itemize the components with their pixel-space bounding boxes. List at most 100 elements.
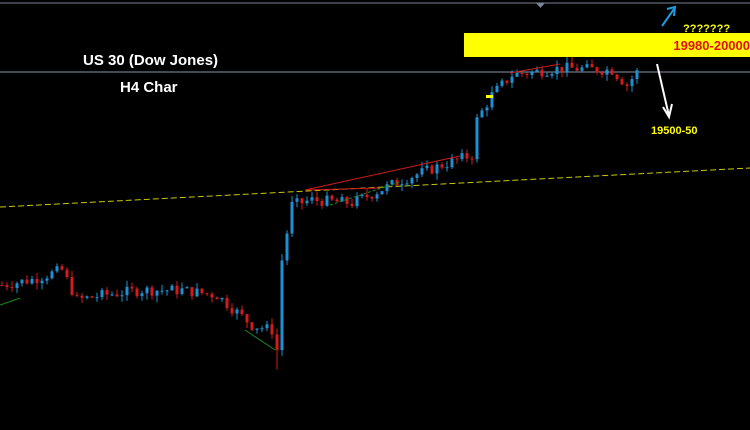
candle (200, 288, 204, 294)
candle (450, 158, 454, 168)
candle (290, 201, 294, 234)
candle (235, 309, 239, 314)
candle (610, 69, 614, 75)
candle (240, 309, 244, 315)
candle (10, 287, 14, 289)
support-line (329, 181, 401, 206)
candle (130, 286, 134, 289)
candle (90, 296, 94, 298)
resistance-zone: 19980-20000 (464, 33, 750, 57)
candle (510, 76, 514, 83)
candle (380, 191, 384, 195)
candle (0, 285, 4, 287)
candle (515, 72, 519, 77)
candle (405, 183, 409, 185)
candle (455, 158, 459, 160)
candle (445, 167, 449, 169)
candle (150, 287, 154, 296)
candle (375, 194, 379, 199)
candle (250, 322, 254, 330)
candle (385, 184, 389, 192)
candle (280, 260, 284, 351)
candle (585, 64, 589, 68)
candle (425, 165, 429, 169)
trendline-top (509, 63, 561, 74)
candle (555, 66, 559, 75)
candle (265, 324, 269, 329)
candle (5, 285, 9, 288)
candle (370, 197, 374, 199)
downside-target-label: 19500-50 (651, 125, 698, 137)
candle (550, 74, 554, 76)
candle (210, 293, 214, 298)
candle (480, 110, 484, 118)
candle (505, 80, 509, 83)
candle (45, 278, 49, 281)
candle (155, 290, 159, 296)
candle (310, 197, 314, 201)
candle (70, 277, 74, 295)
candle (475, 117, 479, 160)
candle (145, 287, 149, 294)
candle (435, 164, 439, 174)
candle (330, 195, 334, 200)
candle (205, 293, 209, 295)
candle (125, 286, 129, 296)
candle (500, 80, 504, 86)
candle (320, 201, 324, 206)
candle (600, 72, 604, 75)
candle (225, 298, 229, 309)
candle (215, 297, 219, 300)
candle (285, 233, 289, 261)
candle (430, 165, 434, 174)
support-line-lower (244, 329, 276, 351)
candle (25, 279, 29, 284)
candle (490, 92, 494, 108)
marker (486, 95, 493, 98)
upside-target-label: ??????? (683, 23, 731, 35)
candle (565, 62, 569, 72)
candle (175, 285, 179, 294)
candle (400, 184, 404, 186)
candle (620, 79, 624, 85)
down-arrow-icon (656, 63, 673, 120)
candle (255, 328, 259, 330)
candle (420, 168, 424, 175)
candle (185, 287, 189, 289)
candle (410, 178, 414, 184)
candle (295, 198, 299, 202)
candle (30, 278, 34, 284)
candle (15, 283, 19, 288)
candle (260, 328, 264, 330)
candle (390, 180, 394, 185)
candle (590, 64, 594, 68)
candle (270, 324, 274, 335)
trendline-upper (304, 155, 461, 191)
candle (180, 288, 184, 294)
candle (105, 290, 109, 295)
candle (65, 269, 69, 278)
candle (635, 70, 639, 80)
candle (110, 294, 114, 296)
resistance-zone-label: 19980-20000 (673, 38, 750, 53)
candle (350, 203, 354, 207)
candle (495, 85, 499, 93)
candle (40, 280, 44, 284)
candle (340, 197, 344, 202)
candle (365, 194, 369, 198)
candle (630, 79, 634, 87)
candle (245, 314, 249, 323)
candle (605, 69, 609, 75)
candle (315, 197, 319, 202)
candle (485, 107, 489, 111)
candle (540, 69, 544, 77)
candle (595, 67, 599, 73)
candle (135, 288, 139, 297)
candle (60, 266, 64, 270)
candle (440, 164, 444, 168)
candle (615, 74, 619, 80)
candle (120, 295, 124, 297)
candle (325, 195, 329, 206)
candle (305, 200, 309, 204)
